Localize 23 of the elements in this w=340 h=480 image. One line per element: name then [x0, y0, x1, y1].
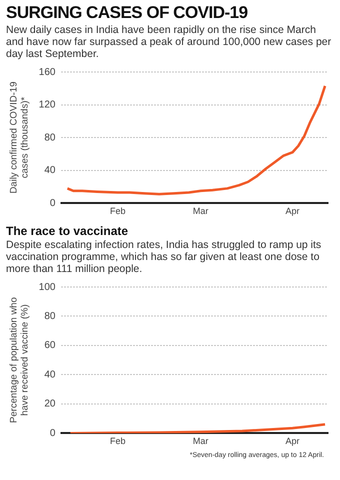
chart-title: The race to vaccinate [6, 224, 130, 238]
x-tick-label: Apr [285, 206, 300, 216]
x-tick-label: Mar [192, 206, 208, 216]
y-tick-label: 60 [44, 340, 56, 352]
chart-title: SURGING CASES OF COVID-19 [6, 3, 249, 23]
x-tick-label: Feb [110, 436, 126, 446]
y-axis-title: Daily confirmed COVID-19 cases (thousands)* [8, 82, 31, 194]
x-tick-label: Mar [192, 436, 208, 446]
y-tick-label: 120 [38, 100, 56, 111]
y-axis-title: Percentage of population who have received vaccine (%) [8, 297, 31, 423]
y-tick-label: 160 [38, 66, 56, 78]
y-tick-label: 80 [44, 132, 56, 144]
x-tick-label: Apr [285, 436, 300, 446]
y-tick-label: 80 [44, 310, 56, 322]
y-tick-label: 40 [44, 165, 56, 176]
chart-subtitle: New daily cases in India have been rapidly on the rise since March and have now far surpassed a peak of around 100,000 new cases per day last September. [6, 24, 332, 60]
x-tick-label: Feb [110, 206, 126, 216]
chart-subtitle: Despite escalating infection rates, India has struggled to ramp up its vaccination programme, which has so far given at least one dose to more than 111 million people. [6, 239, 322, 275]
y-tick-label: 0 [50, 428, 56, 439]
y-tick-label: 100 [38, 282, 56, 293]
y-tick-label: 40 [44, 369, 56, 380]
y-tick-label: 20 [44, 398, 56, 410]
y-tick-label: 0 [50, 198, 56, 209]
